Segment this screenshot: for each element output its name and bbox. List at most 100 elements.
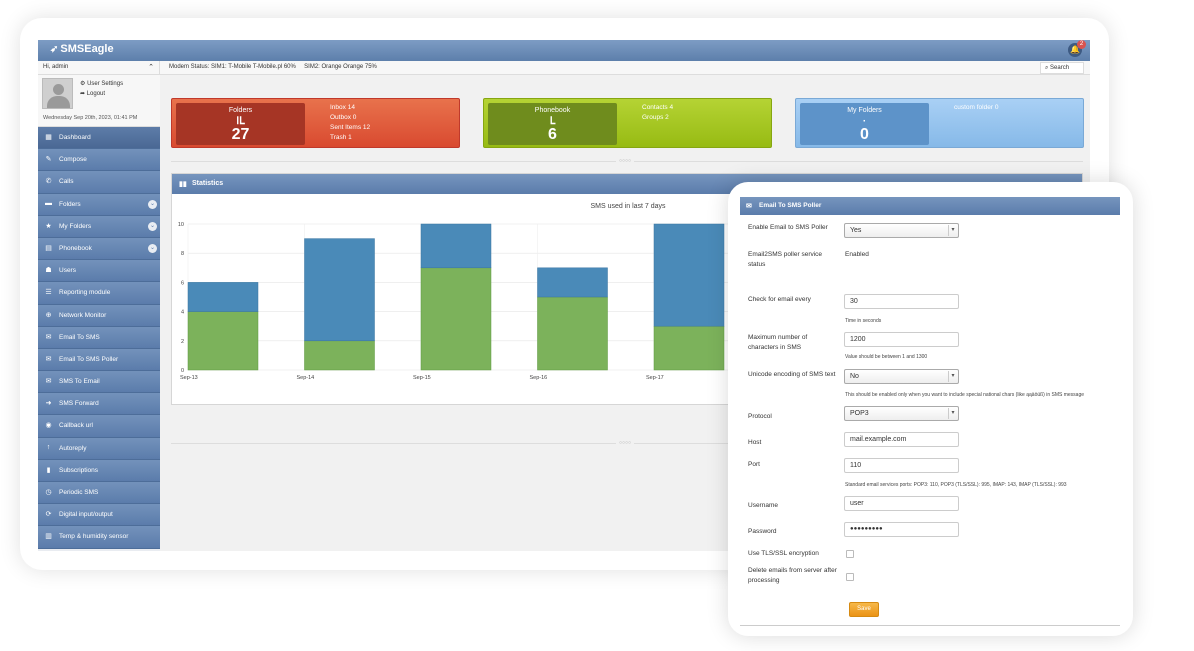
username-label: Username: [748, 502, 778, 509]
arrow-right-icon: ➜: [45, 400, 52, 408]
x-tick-label: Sep-16: [530, 375, 548, 381]
check-interval-input[interactable]: 30: [844, 294, 959, 309]
list-icon: ☰: [45, 289, 52, 297]
sidebar-item-network-monitor[interactable]: ⊕ Network Monitor: [38, 304, 160, 327]
groups-count[interactable]: Groups 2: [642, 114, 669, 121]
sms-chart: 0 2 4 6 8 10 Sep-13 Sep-14 Sep-15 Sep-16 Sep-17: [178, 222, 1080, 381]
modem-status: Modem Status: SIM1: T-Mobile T-Mobile.pl…: [169, 64, 377, 70]
sidebar-item-email-to-sms-poller[interactable]: ✉ Email To SMS Poller: [38, 348, 160, 372]
sidebar-item-reporting-module[interactable]: ☰ Reporting module: [38, 282, 160, 305]
top-bar: ➶ SMSEagle 🔔 2: [38, 40, 1090, 61]
y-tick-label: 10: [178, 222, 184, 228]
service-status-label: Email2SMS poller service status: [748, 251, 823, 268]
avatar: [42, 78, 73, 109]
bar-sep-13-series-0: [187, 311, 259, 371]
sidebar-item-dashboard[interactable]: ▦ Dashboard: [38, 127, 160, 150]
sidebar-item-periodic-sms[interactable]: ◷ Periodic SMS: [38, 482, 160, 505]
password-label: Password: [748, 528, 777, 535]
bar-sep-14-series-1: [304, 238, 375, 342]
clock-icon: ◷: [45, 489, 52, 496]
greeting-text: Hi, admin: [43, 64, 69, 70]
sidebar-item-label: Users: [59, 267, 76, 275]
logo[interactable]: ➶ SMSEagle: [50, 43, 114, 55]
sidebar-item-compose[interactable]: ✎ Compose: [38, 149, 160, 172]
folder-icon: ▬: [45, 199, 52, 207]
phonebook-count: 6: [548, 126, 557, 143]
chevron-down-icon[interactable]: ⌄: [148, 243, 157, 253]
service-status-value: Enabled: [845, 251, 869, 258]
bar-chart-icon: ▮▮: [179, 181, 187, 188]
sidebar-item-label: Phonebook: [59, 244, 92, 252]
folders-count: 27: [231, 126, 250, 143]
sidebar-item-label: Reporting module: [59, 289, 111, 297]
sidebar-item-subscriptions[interactable]: ▮ Subscriptions: [38, 459, 160, 482]
book-icon: ▤: [45, 244, 52, 252]
my-folders-tile[interactable]: My Folders · 0 custom folder 0: [795, 98, 1084, 148]
protocol-select[interactable]: POP3 ▾: [844, 406, 959, 421]
sidebar-item-label: SMS To Email: [59, 378, 100, 386]
password-input[interactable]: ●●●●●●●●●: [844, 522, 959, 537]
sidebar-item-sms-forward[interactable]: ➜ SMS Forward: [38, 393, 160, 416]
sidebar: ⚙ User Settings ➦ Logout Wednesday Sep 2…: [38, 75, 160, 551]
sidebar-item-temp-humidity-sensor[interactable]: ▥ Temp & humidity sensor: [38, 526, 160, 549]
phonebook-tile[interactable]: Phonebook Ⅼ 6 Contacts 4 Groups 2: [483, 98, 772, 148]
username-input[interactable]: user: [844, 496, 959, 511]
sidebar-item-label: Callback url: [59, 422, 93, 430]
tls-checkbox[interactable]: [846, 550, 854, 558]
inbox-count[interactable]: Inbox 14: [330, 104, 355, 111]
max-chars-input[interactable]: 1200: [844, 332, 959, 347]
current-date: Wednesday Sep 20th, 2023, 01:41 PM: [43, 115, 138, 121]
sidebar-item-email-to-sms[interactable]: ✉ Email To SMS: [38, 326, 160, 349]
sidebar-item-autoreply[interactable]: ↑ Autoreply: [38, 437, 160, 460]
port-input[interactable]: 110: [844, 458, 959, 473]
sent-items-count[interactable]: Sent Items 12: [330, 124, 371, 131]
sidebar-item-sms-to-email[interactable]: ✉ SMS To Email: [38, 371, 160, 394]
refresh-icon: ⟳: [45, 511, 52, 519]
sidebar-nav: ▦ Dashboard ✎ Compose ✆ Calls ▬ Folders ⌄ ★ My Fol…: [38, 127, 160, 549]
user-settings-link[interactable]: ⚙ User Settings: [80, 81, 124, 87]
network-icon: ⊕: [45, 311, 52, 319]
custom-folder-count[interactable]: custom folder 0: [954, 104, 999, 111]
search-icon: ⌕: [1045, 65, 1049, 71]
outbox-count[interactable]: Outbox 0: [330, 114, 357, 121]
user-toggle[interactable]: Hi, admin ⌃: [38, 61, 160, 75]
delete-emails-checkbox[interactable]: [846, 573, 854, 581]
x-tick-label: Sep-17: [646, 375, 664, 381]
chevron-down-icon[interactable]: ⌄: [148, 199, 157, 209]
search-button[interactable]: ⌕ Search: [1040, 62, 1084, 74]
x-tick-label: Sep-13: [180, 375, 198, 381]
sidebar-item-label: Digital input/output: [59, 511, 113, 519]
host-input[interactable]: mail.example.com: [844, 432, 959, 447]
phonebook-tile-label: Phonebook: [534, 107, 571, 114]
bar-sep-17-series-1: [653, 223, 725, 327]
folders-tile[interactable]: Folders ⅠⅬ 27 Inbox 14 Outbox 0 Sent Ite…: [171, 98, 460, 148]
sidebar-item-callback-url[interactable]: ◉ Callback url: [38, 415, 160, 438]
search-label: Search: [1050, 65, 1070, 71]
bar-sep-16-series-0: [537, 296, 608, 371]
unicode-select[interactable]: No ▾: [844, 369, 959, 384]
trash-count[interactable]: Trash 1: [330, 134, 352, 141]
sidebar-item-label: Autoreply: [59, 444, 87, 452]
bookmark-icon: ▮: [46, 466, 51, 474]
chevron-down-icon: ▾: [948, 225, 957, 236]
pencil-icon: ✎: [45, 156, 52, 164]
sidebar-item-my-folders[interactable]: ★ My Folders ⌄: [38, 215, 160, 238]
bar-sep-15-series-0: [420, 267, 492, 371]
panel-footer-line: [740, 625, 1120, 626]
drag-handle[interactable]: ○○○○: [616, 441, 634, 446]
logout-link[interactable]: ➦ Logout: [80, 91, 106, 97]
x-tick-label: Sep-15: [413, 375, 431, 381]
sidebar-item-folders[interactable]: ▬ Folders ⌄: [38, 193, 160, 216]
sidebar-item-phonebook[interactable]: ▤ Phonebook ⌄: [38, 237, 160, 261]
chevron-down-icon[interactable]: ⌄: [148, 221, 157, 231]
sidebar-item-calls[interactable]: ✆ Calls: [38, 171, 160, 194]
sidebar-item-label: Folders: [59, 200, 81, 208]
envelope-icon: ✉: [45, 333, 52, 341]
bar-chart-icon: ▥: [45, 533, 52, 541]
enable-poller-select[interactable]: Yes ▾: [844, 223, 959, 238]
save-button[interactable]: Save: [849, 602, 879, 617]
sidebar-item-digital-input-output[interactable]: ⟳ Digital input/output: [38, 504, 160, 527]
drag-handle[interactable]: ○○○○: [616, 159, 634, 164]
contacts-count[interactable]: Contacts 4: [642, 104, 674, 111]
sidebar-item-users[interactable]: ☗ Users: [38, 260, 160, 283]
